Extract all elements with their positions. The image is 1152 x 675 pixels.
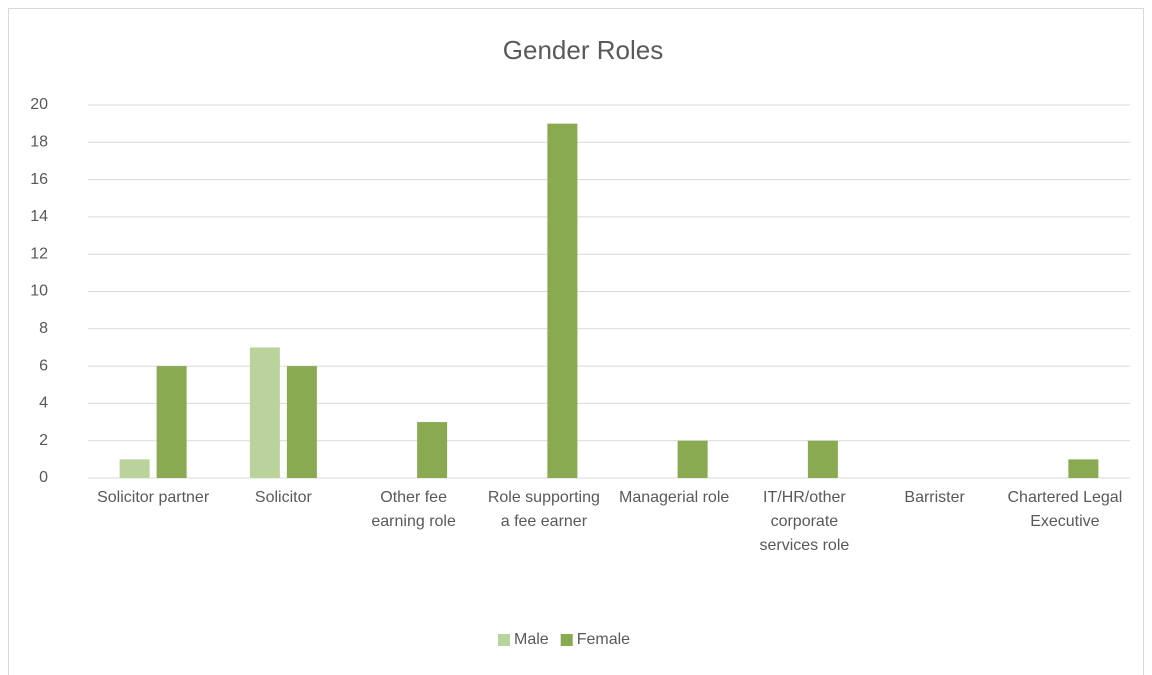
- bar: [119, 459, 150, 478]
- chart-title: Gender Roles: [503, 35, 663, 65]
- x-tick-label: Solicitor partner: [97, 489, 210, 506]
- x-tick-label: Chartered Legal Executive: [1007, 489, 1123, 530]
- y-tick-label: 8: [39, 320, 48, 337]
- y-tick-label: 10: [30, 283, 48, 300]
- bar: [156, 366, 187, 478]
- bar: [417, 422, 448, 478]
- bar: [1068, 459, 1099, 478]
- bar: [677, 440, 708, 478]
- y-tick-label: 6: [39, 357, 48, 374]
- x-tick-label: Other fee earning role: [371, 489, 456, 530]
- x-tick-label: Solicitor: [254, 489, 312, 506]
- y-tick-label: 14: [30, 208, 48, 225]
- bar: [807, 440, 838, 478]
- y-tick-label: 4: [39, 395, 48, 412]
- x-tick-label: Barrister: [904, 489, 965, 506]
- y-tick-label: 0: [39, 469, 48, 486]
- bar: [547, 123, 578, 479]
- x-tick-label: Managerial role: [618, 489, 730, 506]
- legend-swatch: [560, 634, 573, 646]
- y-tick-label: 18: [30, 134, 48, 151]
- y-tick-label: 2: [39, 432, 48, 449]
- y-tick-label: 16: [30, 171, 48, 188]
- x-tick-label: Role supporting a fee earner: [487, 489, 600, 530]
- legend-swatch: [498, 634, 510, 646]
- y-tick-label: 20: [30, 96, 48, 113]
- x-tick-label: IT/HR/other corporate services role: [759, 489, 850, 554]
- y-tick-label: 12: [30, 245, 48, 262]
- bar: [286, 366, 317, 478]
- legend-label: Male: [514, 631, 549, 648]
- legend-label: Female: [577, 631, 630, 648]
- bar: [249, 347, 280, 478]
